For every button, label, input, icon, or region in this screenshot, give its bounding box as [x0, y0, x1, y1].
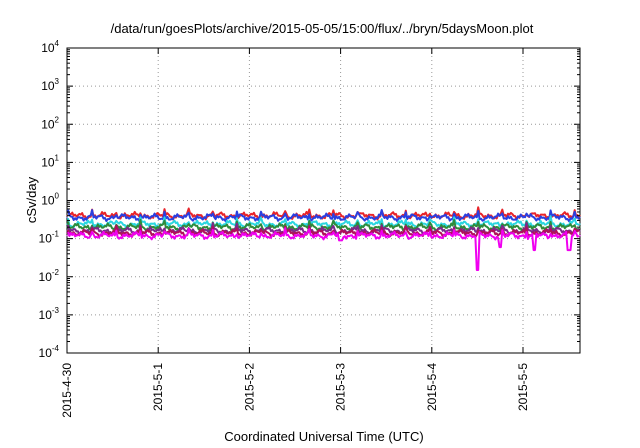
grid: [67, 48, 580, 353]
data-point: [522, 226, 524, 228]
x-axis-ticks: 2015-4-30 2015-5-1 2015-5-2 2015-5-3 2015-5-…: [60, 48, 530, 418]
series-line: [67, 227, 580, 271]
x-tick-label: 2015-5-1: [151, 363, 165, 411]
data-point: [248, 232, 250, 234]
data-point: [522, 232, 524, 234]
x-tick-label: 2015-4-30: [60, 363, 74, 418]
data-point: [248, 215, 250, 217]
data-point: [66, 216, 68, 219]
data-point: [579, 235, 581, 237]
data-point: [568, 249, 570, 251]
y-axis-ticks: 10-4 10-3 10-2 10-1 100 101 102 103 104: [39, 39, 580, 360]
data-point: [579, 223, 581, 225]
data-point: [579, 216, 581, 219]
data-point: [499, 246, 501, 248]
y-tick-label: 10-1: [39, 230, 60, 246]
series-line: [67, 221, 580, 236]
series-layer: [66, 206, 581, 271]
data-point: [66, 223, 68, 225]
y-tick-label: 100: [41, 192, 59, 208]
data-point: [340, 227, 342, 229]
chart-title: /data/run/goesPlots/archive/2015-05-05/1…: [111, 21, 534, 36]
data-point: [248, 216, 250, 219]
data-point: [340, 239, 342, 241]
data-point: [157, 226, 159, 228]
y-tick-label: 101: [41, 153, 59, 169]
data-point: [522, 223, 524, 225]
y-tick-label: 10-3: [39, 306, 60, 322]
data-point: [248, 235, 250, 237]
data-point: [431, 226, 433, 228]
data-point: [522, 217, 524, 219]
y-tick-label: 102: [41, 115, 59, 131]
y-tick-label: 104: [41, 39, 59, 55]
data-point: [579, 230, 581, 232]
data-point: [431, 216, 433, 219]
x-tick-label: 2015-5-4: [425, 363, 439, 411]
data-point: [248, 230, 250, 232]
y-axis-label: cSv/day: [24, 176, 39, 223]
series-line: [67, 218, 580, 233]
data-point: [340, 233, 342, 235]
y-tick-label: 103: [41, 77, 59, 93]
series-line: [67, 209, 580, 223]
series-line: [67, 224, 580, 238]
data-point: [66, 235, 68, 237]
data-point: [340, 224, 342, 226]
x-axis-label: Coordinated Universal Time (UTC): [224, 429, 423, 444]
x-tick-label: 2015-5-2: [242, 363, 256, 411]
data-point: [157, 235, 159, 237]
y-tick-label: 10-4: [39, 344, 60, 360]
x-tick-label: 2015-5-5: [516, 363, 530, 411]
data-point: [157, 230, 159, 232]
series-line: [67, 215, 580, 229]
data-point: [431, 232, 433, 234]
data-point: [579, 232, 581, 234]
data-point: [340, 217, 342, 219]
data-point: [340, 215, 342, 218]
data-point: [476, 269, 478, 271]
data-point: [248, 226, 250, 228]
y-tick-label: 10-2: [39, 268, 60, 284]
data-point: [533, 249, 536, 251]
data-point: [157, 222, 159, 225]
x-tick-label: 2015-5-3: [334, 363, 348, 411]
data-point: [157, 216, 159, 218]
